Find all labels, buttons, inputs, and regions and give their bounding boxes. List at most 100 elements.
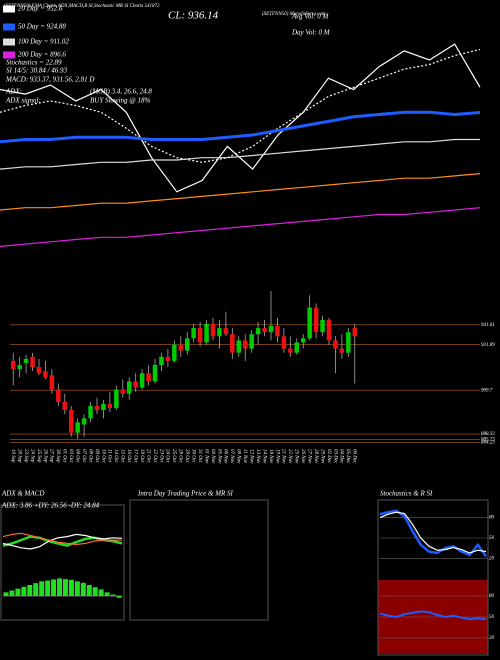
date-label: 30 Oct <box>191 449 196 463</box>
date-label: 03 Dec <box>332 449 337 464</box>
macd-bar <box>86 585 92 596</box>
candle-body <box>139 373 145 388</box>
date-label: 30 Sep <box>55 449 60 463</box>
candle-body <box>101 403 106 411</box>
date-label: 13 Nov <box>255 449 260 464</box>
macd-bar <box>51 579 57 596</box>
legend-swatch <box>3 51 15 59</box>
date-label: 07 Nov <box>229 449 234 464</box>
date-label: 01 Oct <box>62 449 67 463</box>
series-line <box>0 110 481 144</box>
candle-body <box>178 344 184 351</box>
macd-bar <box>98 589 104 596</box>
date-label: 04 Dec <box>339 449 344 464</box>
date-label: 28 Oct <box>178 449 183 463</box>
adx-label: ADX: <box>5 88 22 96</box>
rsi-stat: SI 14/5: 30.84 / 46.93 <box>6 67 68 75</box>
date-label: 29 Nov <box>319 449 324 464</box>
candle-body <box>313 307 319 333</box>
candle-body <box>36 367 42 374</box>
y-tick-label: 80 <box>489 594 495 599</box>
intraday-box <box>129 499 269 621</box>
macd-stat: MACD: 933.37, 931.56, 2.81 D <box>5 76 94 84</box>
candle-body <box>217 328 222 337</box>
date-label: 23 Sep <box>23 449 28 463</box>
date-label: 26 Sep <box>42 449 47 463</box>
series-line <box>0 48 481 163</box>
candle-body <box>17 365 22 370</box>
macd-bar <box>57 578 62 596</box>
date-label: 05 Dec <box>345 449 350 464</box>
series-line <box>379 511 487 554</box>
date-label: 18 Nov <box>268 449 273 464</box>
candle-body <box>204 323 209 343</box>
series-line <box>2 533 123 550</box>
legend-swatch <box>3 23 15 31</box>
date-label: 27 Sep <box>49 449 54 463</box>
date-label: 05 Nov <box>216 449 221 464</box>
series-line <box>379 509 488 558</box>
macd-bar <box>3 592 9 596</box>
candle-body <box>126 381 132 394</box>
candle-body <box>81 418 87 425</box>
macd-bar <box>45 580 51 596</box>
intraday-title: Intra Day Trading Price & MR SI <box>137 490 234 498</box>
date-label: 28 Nov <box>313 449 318 464</box>
candle-body <box>307 307 312 339</box>
date-label: 14 Nov <box>261 449 266 464</box>
date-label: 31 Oct <box>197 449 202 463</box>
macd-bar <box>68 579 74 596</box>
candle-body <box>165 356 171 361</box>
candle-body <box>197 328 203 343</box>
panel-title: Stochastics & R SI <box>380 490 433 498</box>
candle-body <box>172 344 177 361</box>
date-label: 24 Sep <box>29 449 34 463</box>
date-label: 29 Oct <box>184 449 189 463</box>
macd-bar <box>33 583 39 596</box>
date-label: 14 Oct <box>113 449 118 463</box>
y-tick-label: 20 <box>489 636 495 641</box>
candle-body <box>333 340 338 349</box>
macd-bar <box>27 585 33 596</box>
candle-body <box>107 403 113 409</box>
macd-bar <box>63 579 68 596</box>
date-label: 18 Oct <box>139 449 144 463</box>
date-label: 08 Nov <box>236 449 241 464</box>
macd-bar <box>9 590 15 596</box>
candle-body <box>320 319 325 333</box>
candle-body <box>255 328 261 335</box>
candle-body <box>230 334 235 353</box>
candle-body <box>68 410 74 433</box>
legend-label: 200 Day = 896.6 <box>18 51 66 59</box>
y-tick-label: 941.61 <box>481 323 495 328</box>
candle-body <box>152 365 158 382</box>
candle-body <box>159 356 164 365</box>
y-tick-label: 885.73 <box>481 438 495 443</box>
candle-body <box>62 401 68 411</box>
date-label: 04 Oct <box>75 449 80 463</box>
candle-body <box>120 389 126 394</box>
candle-body <box>133 381 138 388</box>
candle-body <box>288 348 293 353</box>
y-tick-label: 931.89 <box>481 343 495 348</box>
candle-body <box>300 338 306 343</box>
adx-box <box>0 504 125 621</box>
y-tick-label: 884.23 <box>481 441 495 446</box>
macd-bar <box>39 581 45 596</box>
date-label: 25 Oct <box>171 449 176 463</box>
candle-body <box>326 319 332 341</box>
candle-body <box>339 348 345 353</box>
date-label: 27 Nov <box>307 449 312 464</box>
macd-bar <box>116 596 122 598</box>
close-price: CL: 936.14 <box>168 10 219 22</box>
date-label: 17 Oct <box>133 449 138 463</box>
series-line <box>379 610 487 621</box>
series-line <box>0 43 481 193</box>
candle-body <box>56 389 61 402</box>
legend-label: 50 Day = 924.88 <box>18 23 66 31</box>
candle-body <box>242 340 248 349</box>
y-tick-label: 80 <box>489 516 495 521</box>
series-line <box>2 532 123 546</box>
candle-body <box>30 356 35 368</box>
adx-value: (MGB) 3.4, 26.6, 24.8 <box>90 88 152 96</box>
